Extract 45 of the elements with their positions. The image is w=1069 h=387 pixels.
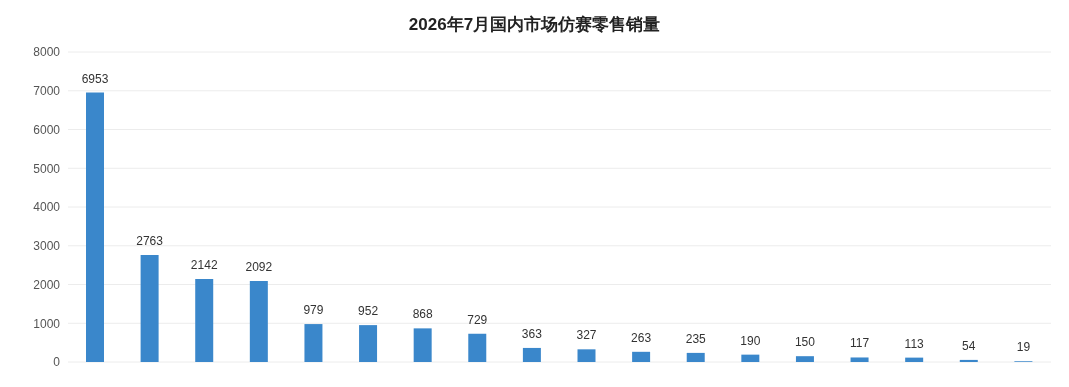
data-label: 113 bbox=[904, 336, 925, 351]
bar bbox=[249, 280, 268, 362]
bar bbox=[741, 354, 760, 362]
y-tick-label: 5000 bbox=[33, 161, 61, 176]
data-label: 117 bbox=[849, 336, 870, 351]
y-tick-label: 8000 bbox=[33, 45, 61, 60]
bar bbox=[795, 356, 814, 362]
bar bbox=[359, 325, 378, 362]
bar bbox=[86, 92, 104, 362]
y-tick-label: 1000 bbox=[33, 316, 61, 331]
bar bbox=[686, 352, 705, 362]
bar bbox=[468, 333, 487, 362]
y-tick-label: 7000 bbox=[33, 84, 61, 99]
y-tick-label: 6000 bbox=[33, 122, 61, 137]
bar bbox=[413, 328, 432, 362]
bar bbox=[850, 357, 869, 362]
bar bbox=[304, 324, 323, 362]
data-label: 952 bbox=[358, 304, 379, 319]
y-tick-label: 0 bbox=[53, 355, 61, 370]
data-label: 2142 bbox=[190, 258, 218, 272]
data-label: 2763 bbox=[136, 233, 164, 248]
y-tick-label: 2000 bbox=[33, 277, 61, 292]
data-label: 190 bbox=[740, 333, 761, 348]
bar bbox=[140, 254, 159, 362]
data-label: 327 bbox=[576, 328, 597, 343]
bar bbox=[959, 359, 978, 362]
data-label: 235 bbox=[685, 331, 707, 346]
bar bbox=[632, 351, 651, 362]
data-label: 54 bbox=[962, 338, 976, 353]
data-label: 2092 bbox=[245, 259, 273, 274]
data-label: 19 bbox=[1016, 340, 1031, 355]
data-label: 729 bbox=[467, 312, 488, 327]
y-tick-label: 3000 bbox=[33, 239, 61, 254]
data-label: 150 bbox=[794, 335, 816, 350]
data-label: 868 bbox=[412, 307, 433, 322]
y-tick-label: 4000 bbox=[33, 200, 61, 215]
bar bbox=[905, 357, 924, 362]
data-label: 979 bbox=[303, 303, 324, 318]
bar bbox=[577, 349, 596, 362]
data-label: 363 bbox=[521, 326, 543, 341]
bar bbox=[522, 347, 541, 362]
data-label: 6953 bbox=[81, 71, 109, 86]
chart-title: 2026年7月国内市场仿赛零售销量 bbox=[407, 14, 662, 36]
bar bbox=[195, 279, 214, 362]
data-label: 263 bbox=[631, 330, 652, 345]
